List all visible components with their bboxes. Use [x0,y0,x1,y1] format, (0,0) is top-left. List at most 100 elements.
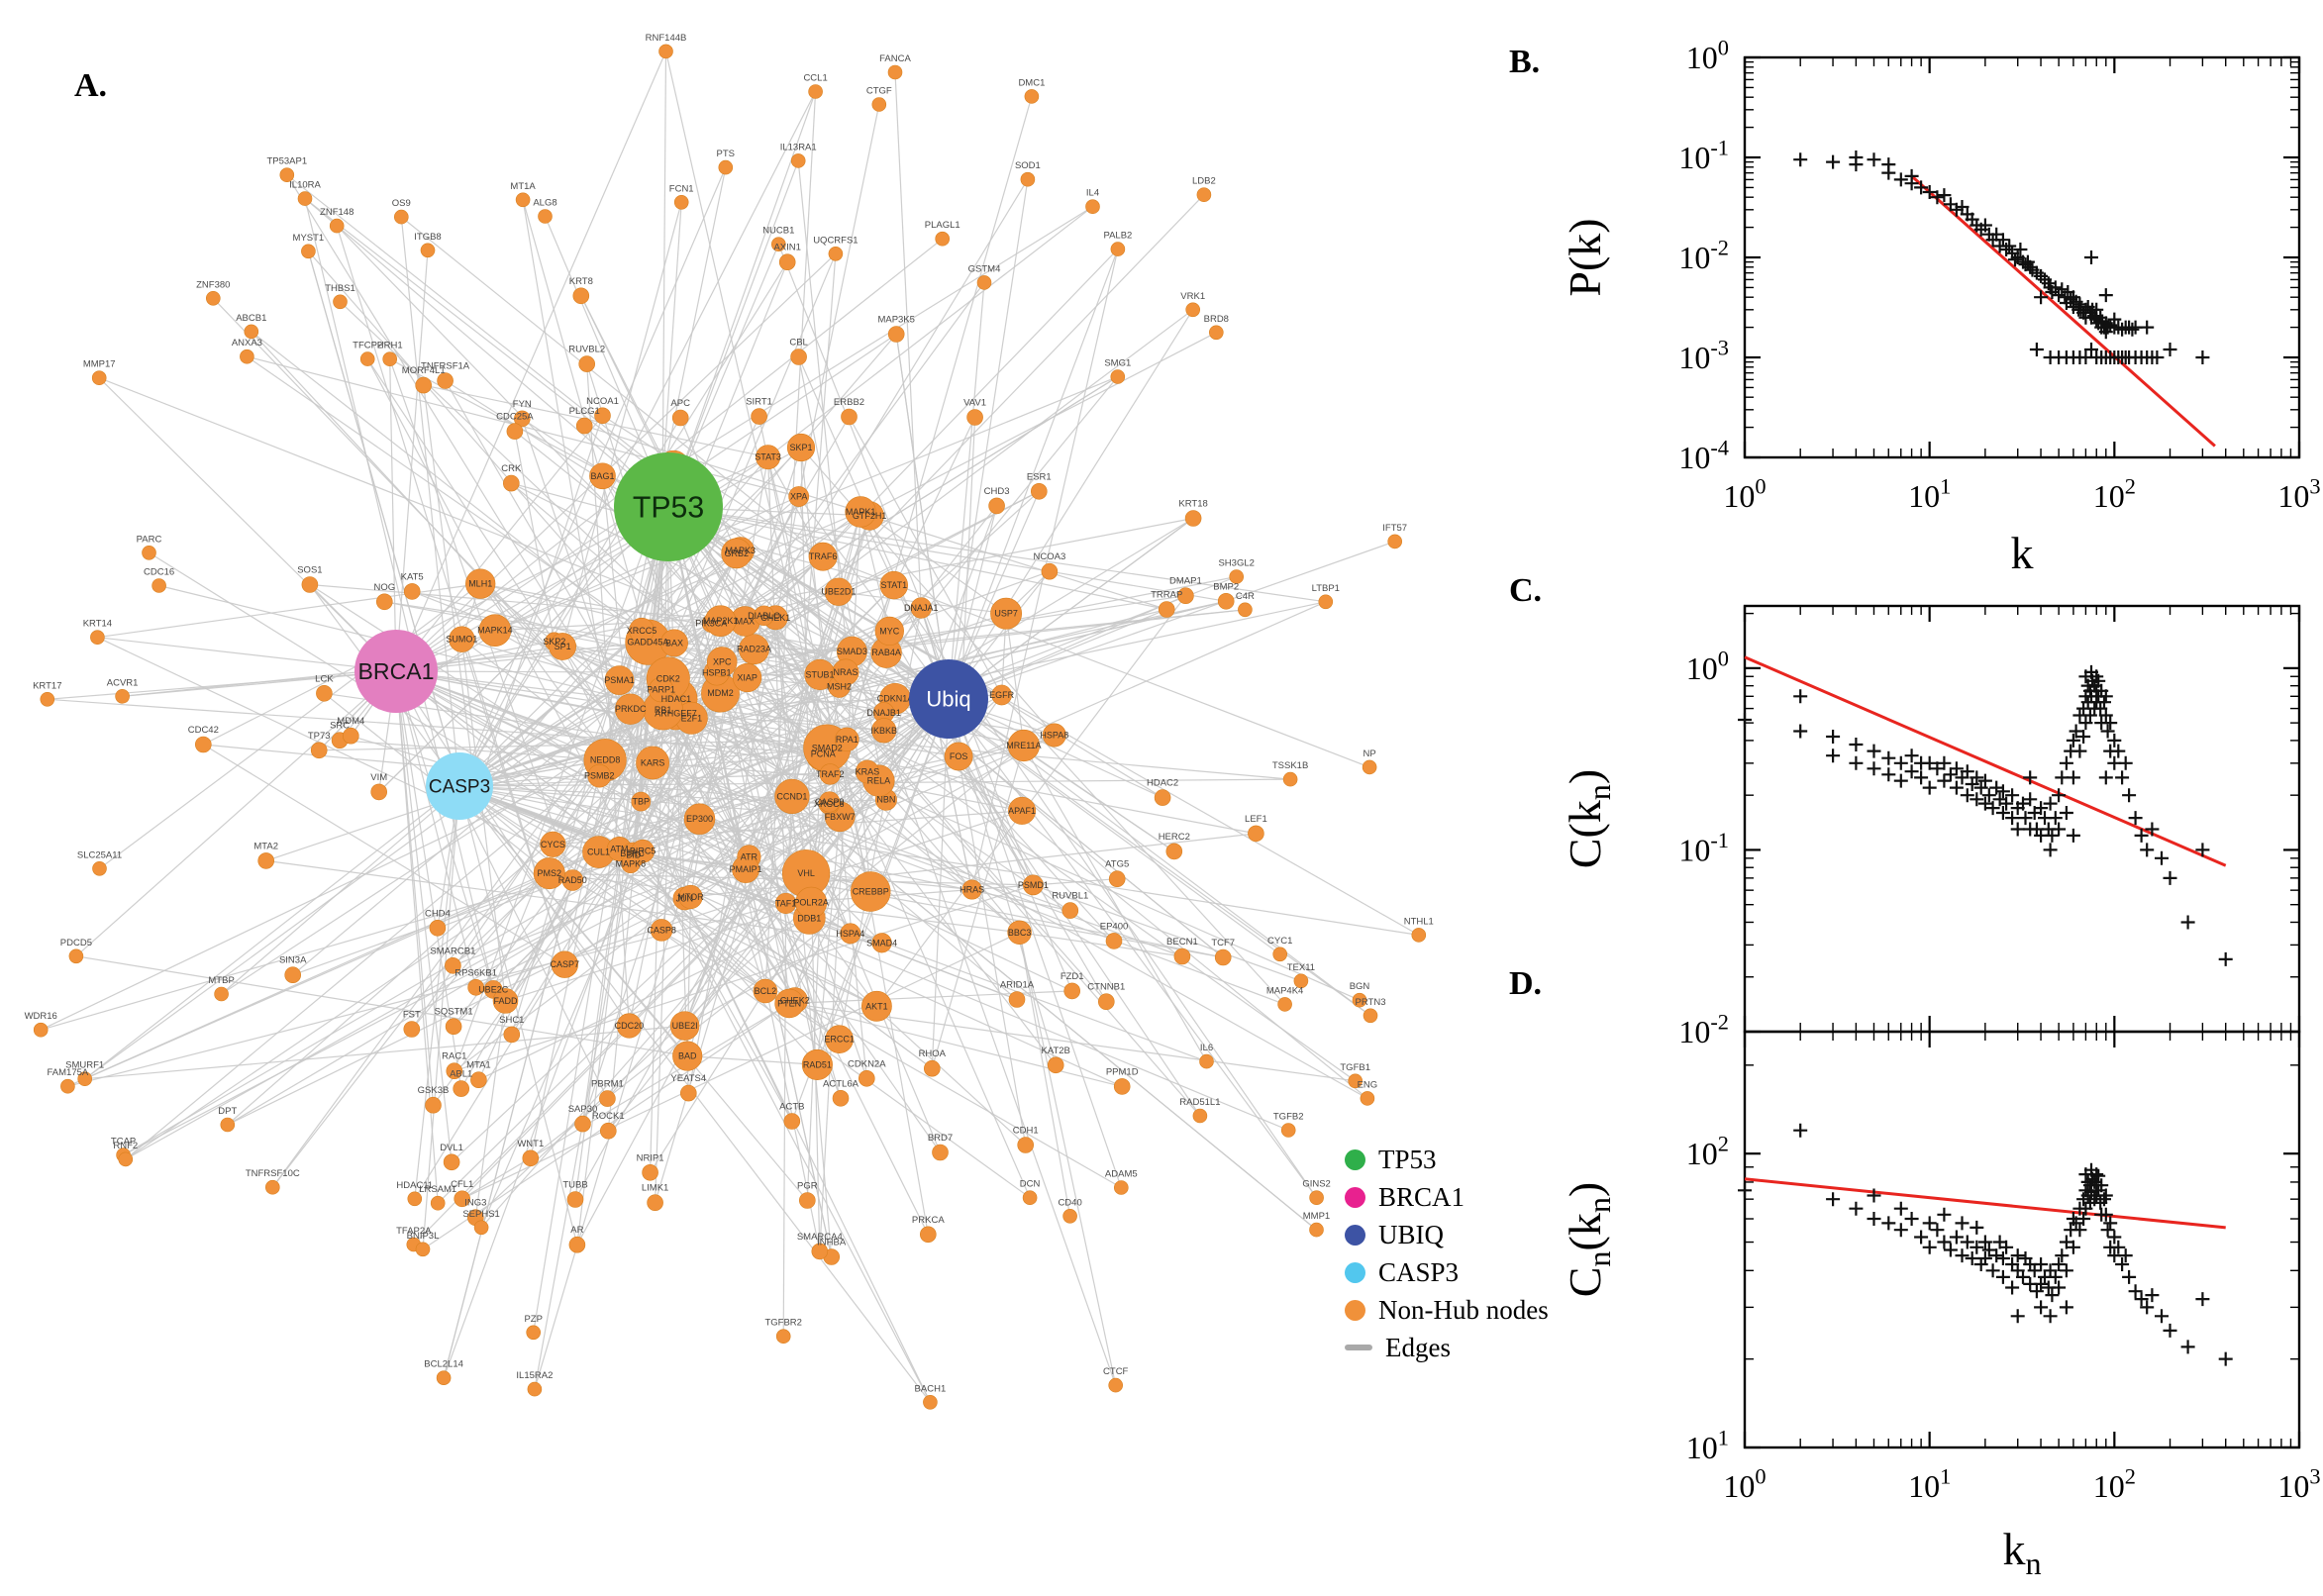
network-node-label: KRT18 [1178,499,1207,510]
network-node [910,597,932,619]
network-node-label: RAD51 [803,1059,832,1069]
network-node [825,1025,854,1053]
network-node-label: ARID1A [1000,980,1035,991]
network-node-label: ACTL6A [823,1078,859,1089]
network-node-label: SOD1 [1015,160,1041,171]
network-node-label: TRAF2 [816,769,845,779]
network-node [860,990,892,1022]
network-node [310,742,328,759]
network-node-label: RNF144B [646,33,687,44]
network-node [615,693,647,725]
network-node [732,855,760,883]
network-node-label: GTF2H1 [853,511,887,521]
network-node-label: CREBBP [853,887,889,897]
network-node-label: HDAC2 [1147,778,1178,789]
fit-line [1910,174,2216,448]
network-node-label: PSMD1 [1018,880,1049,890]
network-node-label: TCF7 [1211,938,1235,948]
network-node [467,978,484,996]
network-node [1387,534,1402,549]
network-node-label: BAG1 [590,471,614,481]
network-node-label: ATR [741,852,758,862]
network-node [1114,1180,1129,1195]
network-node-label: STUB1 [805,669,834,679]
network-node-label: NRAS [833,667,858,677]
network-node [1209,325,1224,341]
network-node-label: KRT14 [83,619,112,630]
network-node [430,1195,446,1211]
network-node [515,192,531,208]
network-node-label: NRIP1 [637,1152,664,1163]
network-node-label: SIN3A [279,955,307,966]
network-node [783,1113,801,1130]
hub-node-brca1 [354,630,438,713]
network-node-label: NBN [876,795,895,805]
network-node [436,1370,452,1385]
network-node [1154,789,1171,806]
network-node-label: MTA1 [466,1060,491,1071]
network-node-label: BNIP3L [407,1231,440,1242]
network-node-label: UBE2I [672,1021,698,1031]
network-node-label: MMP17 [83,359,116,370]
network-node [454,1190,471,1208]
network-node-label: SLC25A11 [77,849,122,860]
network-node [91,370,107,386]
network-nodes [33,44,1427,1410]
network-node-label: BCL2 [755,986,777,996]
network-node-label: VRK1 [1180,291,1205,302]
network-node-label: IKBKB [870,726,897,736]
network-node-label: LIMK1 [642,1183,668,1194]
network-node [756,445,781,470]
network-node [407,1191,423,1207]
network-node-label: TRAF6 [809,551,838,561]
node-swatch-icon [1345,1299,1365,1321]
network-node [470,1071,487,1088]
network-node [40,691,55,707]
scatter-points [1738,1123,2233,1366]
network-node-label: HDAC11 [396,1180,433,1191]
legend-label: Non-Hub nodes [1378,1294,1549,1325]
network-node-label: SKP1 [789,443,812,452]
network-node [578,355,596,372]
network-node-label: BBC3 [1008,928,1032,938]
legend-label: CASP3 [1378,1256,1460,1287]
network-node-label: ERBB2 [834,397,864,408]
network-node-label: XPC [713,657,732,667]
network-node-label: FBXW7 [825,812,856,822]
network-node [68,948,84,964]
network-node [1411,928,1427,943]
network-node [841,408,858,426]
network-node-label: PRKDC [615,704,647,714]
network-node [790,153,806,168]
network-node [1108,1377,1123,1393]
panel-b-label: B. [1509,44,1541,80]
network-node [871,97,887,112]
network-node-label: VIM [370,772,387,783]
network-node [279,167,295,182]
network-node [572,287,590,305]
network-node-label: E2F1 [681,713,703,723]
network-node-label: FST [403,1010,421,1021]
network-node [732,662,762,693]
network-node-label: CTCF [1103,1366,1129,1377]
network-node-label: GSK3B [418,1085,450,1096]
network-node-label: MMP1 [1303,1211,1330,1222]
network-node [257,852,275,869]
network-node-label: BID [626,849,642,859]
network-node [819,763,841,785]
network-node-label: DPT [218,1106,237,1117]
network-node [393,209,409,225]
network-node [589,462,616,490]
network-node-label: ATM [610,845,628,854]
network-node-label: RB1 [655,705,672,715]
network-node-label: ZNF148 [320,207,354,218]
network-node [1272,947,1287,962]
network-node [1007,729,1040,762]
network-node [1363,1008,1378,1024]
network-node [1309,1190,1324,1205]
legend-item: CASP3 [1345,1253,1549,1291]
network-node [522,1149,540,1167]
network-node [446,1062,463,1079]
network-node-label: RUVBL2 [568,345,605,355]
